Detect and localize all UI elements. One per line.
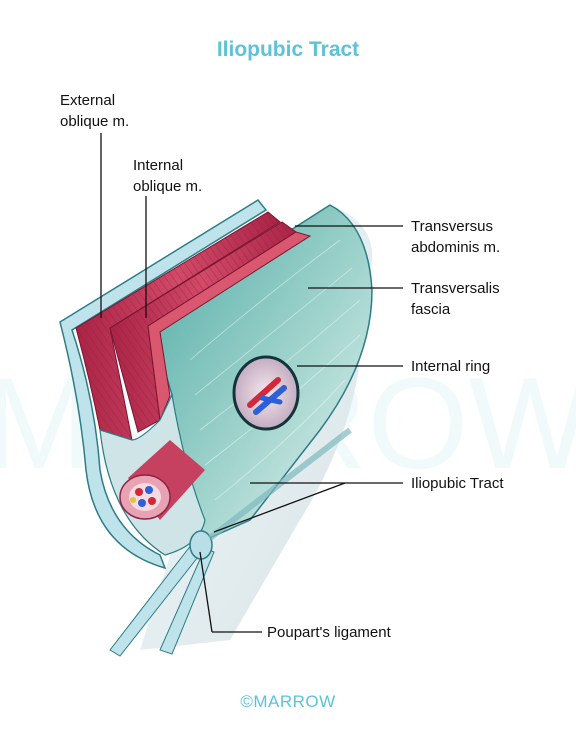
label-transversus-line1: Transversus: [411, 218, 493, 235]
label-transversalis-line1: Transversalis: [411, 280, 500, 297]
label-transversalis-fascia: Transversalis fascia: [411, 278, 500, 320]
label-transversalis-line2: fascia: [411, 301, 451, 318]
outer-sheath-shape: [59, 199, 268, 570]
label-transversus-abdominis: Transversus abdominis m.: [411, 216, 500, 258]
label-iliopubic-tract: Iliopubic Tract: [411, 475, 504, 492]
label-pouparts-ligament: Poupart's ligament: [267, 624, 391, 641]
label-internal-ring: Internal ring: [411, 358, 491, 375]
label-transversus-line2: abdominis m.: [411, 239, 501, 256]
iliopubic-tract-band: [208, 427, 352, 541]
footer-logo: ©MARROW: [240, 692, 336, 711]
internal-oblique-stripes: [110, 222, 296, 432]
label-external-oblique-line1: External: [60, 92, 116, 109]
diagram-title: Iliopubic Tract: [216, 38, 360, 61]
label-external-oblique: External oblique m.: [60, 90, 129, 132]
label-internal-oblique: Internal oblique m.: [133, 155, 202, 197]
leader-pouparts-vertical: [199, 551, 213, 633]
label-internal-oblique-line1: Internal: [133, 157, 184, 174]
leader-lines: [100, 133, 403, 633]
label-external-oblique-line2: oblique m.: [60, 113, 130, 130]
label-internal-oblique-line2: oblique m.: [133, 178, 203, 195]
internal-ring-opening: [232, 355, 300, 431]
spermatic-cord: [119, 440, 205, 520]
leader-iliopubic-tract-2: [213, 482, 346, 533]
